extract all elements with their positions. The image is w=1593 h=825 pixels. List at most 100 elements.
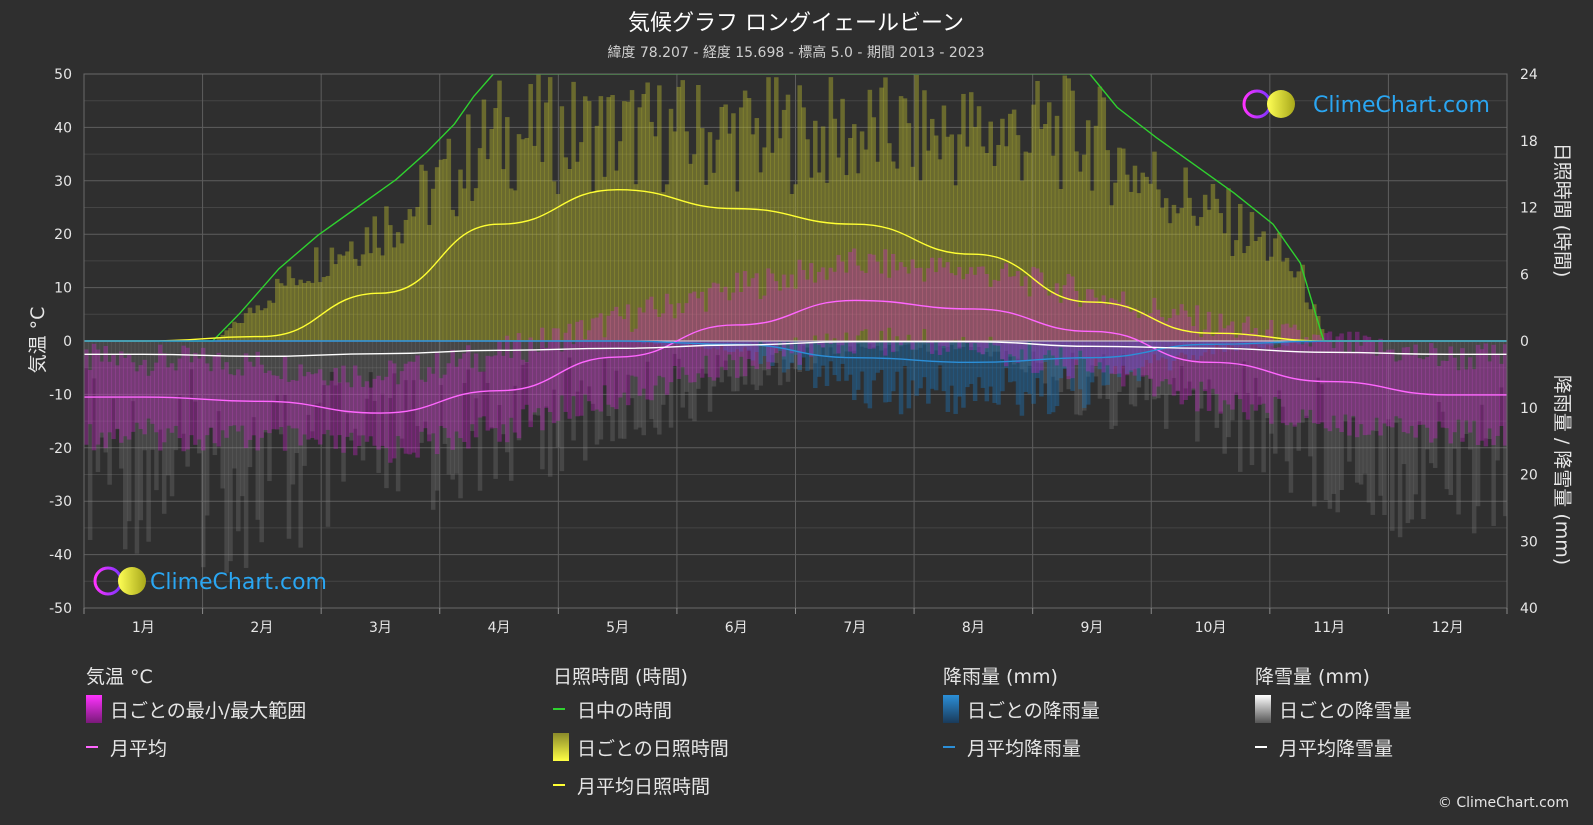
temp-range-bar <box>1401 347 1407 433</box>
sunshine-bar <box>879 87 884 342</box>
snow-bar <box>653 341 658 428</box>
temp-range-bar <box>489 356 494 429</box>
sunshine-bar <box>1288 271 1294 341</box>
snow-bar <box>715 341 721 356</box>
temp-range-bar <box>1109 298 1114 374</box>
temp-range-bar <box>801 270 806 353</box>
sunshine-bar <box>1249 212 1255 341</box>
snow-bar <box>910 341 916 350</box>
temp-range-bar <box>692 291 697 383</box>
rain-bar <box>1144 341 1149 360</box>
sunshine-bar <box>286 266 292 341</box>
sunshine-bar <box>1015 135 1021 341</box>
sunshine-bar <box>610 95 615 341</box>
sunshine-bar <box>816 172 822 341</box>
temp-range-bar <box>1230 321 1235 410</box>
snow-bar <box>902 341 908 345</box>
temp-range-bar <box>1199 336 1204 382</box>
temp-range-bar <box>836 255 841 354</box>
sunshine-bar <box>637 107 643 341</box>
sunshine-bar <box>466 114 471 342</box>
rain-bar <box>891 341 896 392</box>
snow-bar <box>1152 341 1157 400</box>
snow-bar <box>1417 341 1422 422</box>
sunshine-bar <box>883 77 888 341</box>
temp-range-bar <box>1308 346 1313 410</box>
temp-range-bar <box>473 353 479 438</box>
snow-bar <box>1156 341 1161 399</box>
sunshine-bar <box>914 74 919 341</box>
snow-bar <box>1405 341 1411 524</box>
snow-bar <box>1167 341 1173 395</box>
sunshine-bar <box>1218 213 1223 341</box>
x-tick-label: 11月 <box>1313 620 1345 636</box>
temp-range-bar <box>1140 311 1146 377</box>
temp-range-bar <box>1101 295 1107 373</box>
temp-range-bar <box>984 273 990 349</box>
temp-range-bar <box>403 363 409 454</box>
temp-range-bar <box>629 331 635 376</box>
temp-range-bar <box>746 286 752 360</box>
temp-range-bar <box>988 286 993 337</box>
snow-bar <box>395 341 401 492</box>
snow-bar <box>816 341 822 356</box>
sunshine-bar <box>1050 155 1056 341</box>
sunshine-bar <box>278 283 284 341</box>
snow-bar <box>863 341 869 348</box>
snow-bar <box>961 341 966 347</box>
snow-bar <box>918 341 923 348</box>
snow-bar <box>462 341 467 384</box>
snow-bar <box>1276 341 1282 391</box>
sunshine-bar <box>442 158 448 341</box>
x-tick-label: 3月 <box>369 620 392 636</box>
rain-bar <box>996 341 1001 405</box>
snow-bar <box>197 341 202 454</box>
snow-bar <box>1011 341 1017 365</box>
snow-bar <box>403 341 409 381</box>
snow-bar <box>645 341 650 362</box>
sunshine-bar <box>731 113 736 341</box>
sunshine-bar <box>836 157 841 341</box>
rain-bar <box>1117 341 1122 378</box>
snow-bar <box>1249 341 1255 466</box>
snow-bar <box>415 341 420 427</box>
sunshine-bar <box>824 182 830 341</box>
sunshine-bar <box>489 128 494 341</box>
temp-range-bar <box>926 268 931 343</box>
temp-range-bar <box>699 291 705 378</box>
snow-bar <box>809 341 814 370</box>
snow-bar <box>181 341 186 434</box>
rain-bar <box>1004 341 1009 368</box>
sunshine-bar <box>532 145 537 341</box>
sunshine-bar <box>649 121 654 341</box>
snow-bar <box>875 341 880 346</box>
snow-bar <box>532 341 537 415</box>
rain-bar <box>926 341 931 404</box>
rain-bar <box>992 341 997 403</box>
sunshine-bar <box>1148 183 1153 341</box>
sunshine-bar <box>512 190 518 341</box>
snow-bar <box>754 341 760 391</box>
rain-bar <box>1132 341 1138 370</box>
legend-item-daily-sunshine: 日ごとの日照時間 <box>553 728 729 766</box>
temp-range-bar <box>848 252 853 352</box>
rain-bar <box>1304 341 1309 344</box>
snow-bar <box>1004 341 1009 351</box>
rain-bar <box>984 341 990 402</box>
snow-bar <box>1366 341 1372 503</box>
temp-range-bar <box>875 261 880 343</box>
temp-range-bar <box>567 323 572 419</box>
snow-bar <box>867 341 873 344</box>
snow-bar <box>805 341 810 348</box>
snow-bar <box>762 341 767 371</box>
snow-bar <box>1124 341 1130 374</box>
sunshine-bar <box>984 153 990 341</box>
temp-range-bar <box>785 287 791 342</box>
sunshine-bar <box>454 216 459 341</box>
y-right-bottom-tick-label: 10 <box>1520 401 1538 417</box>
x-tick-label: 4月 <box>488 620 511 636</box>
snow-bar <box>949 341 954 346</box>
sunshine-bar <box>1284 257 1290 341</box>
temp-range-bar <box>742 271 748 377</box>
snow-bar <box>1191 341 1196 391</box>
